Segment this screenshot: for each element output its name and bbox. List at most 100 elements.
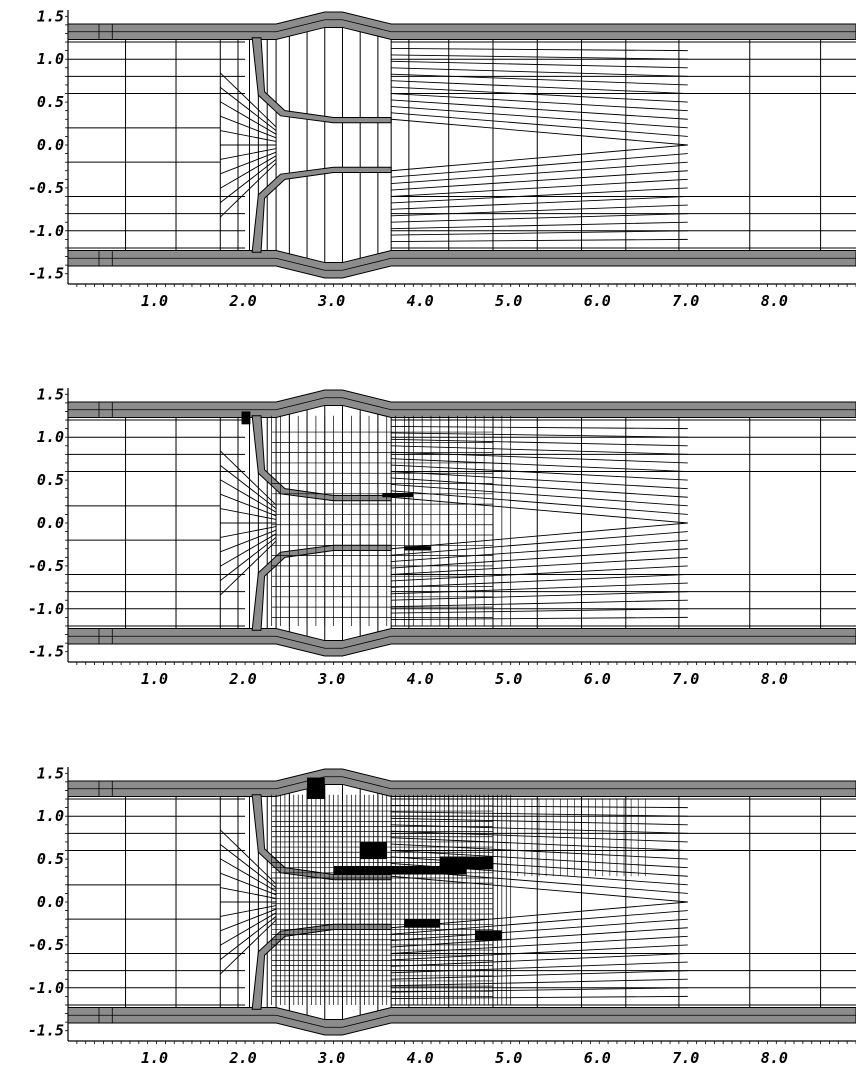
x-tick-label: 6.0 — [584, 292, 611, 310]
y-tick-label: 0.5 — [37, 471, 64, 489]
mesh-line — [275, 635, 325, 649]
refined-cell-block — [307, 777, 325, 800]
lower-body-ribbon — [251, 166, 392, 253]
x-tick-label: 7.0 — [672, 670, 699, 688]
mesh-line — [220, 115, 277, 139]
mesh-line — [219, 919, 277, 975]
y-tick-label: -0.5 — [28, 557, 64, 575]
mesh-line — [220, 148, 277, 160]
mesh-line — [391, 591, 688, 601]
mesh-line — [391, 196, 688, 210]
upper-body-ribbon — [251, 415, 392, 502]
refined-cell-block — [360, 841, 387, 860]
mesh-line — [391, 608, 688, 614]
mesh-line — [391, 99, 688, 120]
mesh-line — [220, 843, 277, 888]
mesh-line — [391, 238, 688, 242]
y-tick-label: 0.0 — [37, 136, 64, 154]
mesh-line — [391, 978, 688, 987]
x-tick-label: 1.0 — [141, 1049, 168, 1067]
mesh-line — [391, 432, 688, 438]
mesh-line — [342, 19, 392, 33]
mesh-plot-2: 1.5 1.0 0.5 0.0 -0.5 -1.0 -1.5 1.0 2.0 3.0 4.0 5.0 6… — [28, 385, 856, 688]
x-tick-label: 3.0 — [317, 1049, 345, 1067]
mesh-line — [391, 54, 688, 60]
x-tick-label: 7.0 — [672, 292, 699, 310]
mesh-line — [391, 953, 688, 967]
y-tick-label: 1.5 — [37, 385, 64, 403]
refined-cell-block — [404, 546, 432, 551]
x-tick-label: 5.0 — [495, 1049, 522, 1067]
mesh-line — [391, 548, 688, 569]
mesh-line — [220, 533, 277, 567]
y-tick-label: 1.0 — [37, 807, 64, 825]
mesh-line — [219, 162, 277, 218]
mesh-line — [220, 912, 277, 946]
mesh-line — [391, 438, 688, 447]
mesh-line — [391, 918, 688, 942]
mesh-line — [391, 944, 688, 961]
y-tick-label: 0.0 — [37, 514, 64, 532]
mesh-line — [342, 776, 392, 790]
mesh-line — [220, 905, 277, 917]
mesh-line — [391, 153, 688, 178]
mesh-line — [220, 526, 277, 538]
x-tick-label: 2.0 — [229, 670, 257, 688]
y-tick-label: -1.5 — [28, 643, 64, 661]
mesh-line — [219, 450, 277, 506]
x-tick-label: 4.0 — [407, 670, 434, 688]
refined-cell-block — [382, 492, 414, 498]
mesh-line — [220, 151, 277, 175]
mesh-line — [391, 105, 688, 129]
x-tick-label: 4.0 — [407, 292, 434, 310]
mesh-line — [275, 257, 325, 271]
mesh-line — [342, 397, 392, 411]
x-tick-label: 6.0 — [584, 670, 611, 688]
mesh-line — [391, 144, 688, 172]
mesh-line — [391, 445, 688, 455]
mesh-line — [391, 86, 688, 103]
mesh-line — [391, 927, 688, 948]
y-tick-label: -1.5 — [28, 1022, 64, 1040]
y-tick-label: 0.5 — [37, 850, 64, 868]
mesh-line — [391, 574, 688, 588]
y-tick-label: -1.0 — [28, 600, 64, 618]
mesh-line — [220, 887, 277, 899]
mesh-line — [220, 508, 277, 520]
refined-cell-block — [439, 856, 493, 870]
mesh-line — [391, 451, 688, 464]
mesh-line — [219, 829, 277, 885]
mesh-line — [391, 213, 688, 223]
mesh-line — [342, 635, 392, 649]
y-tick-label: -0.5 — [28, 179, 64, 197]
lower-body-ribbon — [251, 544, 392, 631]
refined-cell-block — [333, 865, 467, 875]
x-tick-label: 3.0 — [317, 670, 345, 688]
refined-cell-block — [475, 930, 502, 941]
x-tick-label: 5.0 — [495, 292, 522, 310]
mesh-line — [391, 995, 688, 999]
mesh-line — [391, 458, 688, 472]
mesh-line — [391, 875, 688, 903]
mesh-line — [220, 537, 277, 582]
mesh-line — [391, 901, 688, 929]
y-tick-label: 1.0 — [37, 428, 64, 446]
y-tick-label: 0.5 — [37, 93, 64, 111]
mesh-line — [391, 230, 688, 236]
x-tick-label: 3.0 — [317, 292, 345, 310]
mesh-line — [220, 101, 277, 135]
mesh-line — [220, 155, 277, 189]
mesh-plot-1: 1.5 1.0 0.5 0.0 -0.5 -1.0 -1.5 1.0 2.0 3.0 4.0 5.0 6… — [28, 7, 856, 310]
mesh-line — [391, 522, 688, 550]
x-tick-label: 6.0 — [584, 1049, 611, 1067]
mesh-line — [391, 970, 688, 980]
mesh-line — [391, 477, 688, 498]
mesh-line — [275, 1014, 325, 1028]
mesh-line — [391, 490, 688, 515]
y-tick-label: 1.0 — [37, 50, 64, 68]
mesh-line — [391, 582, 688, 595]
bottom-wall-band — [67, 1007, 856, 1036]
y-tick-label: -1.5 — [28, 265, 64, 283]
mesh-line — [391, 483, 688, 507]
mesh-line — [391, 93, 688, 112]
